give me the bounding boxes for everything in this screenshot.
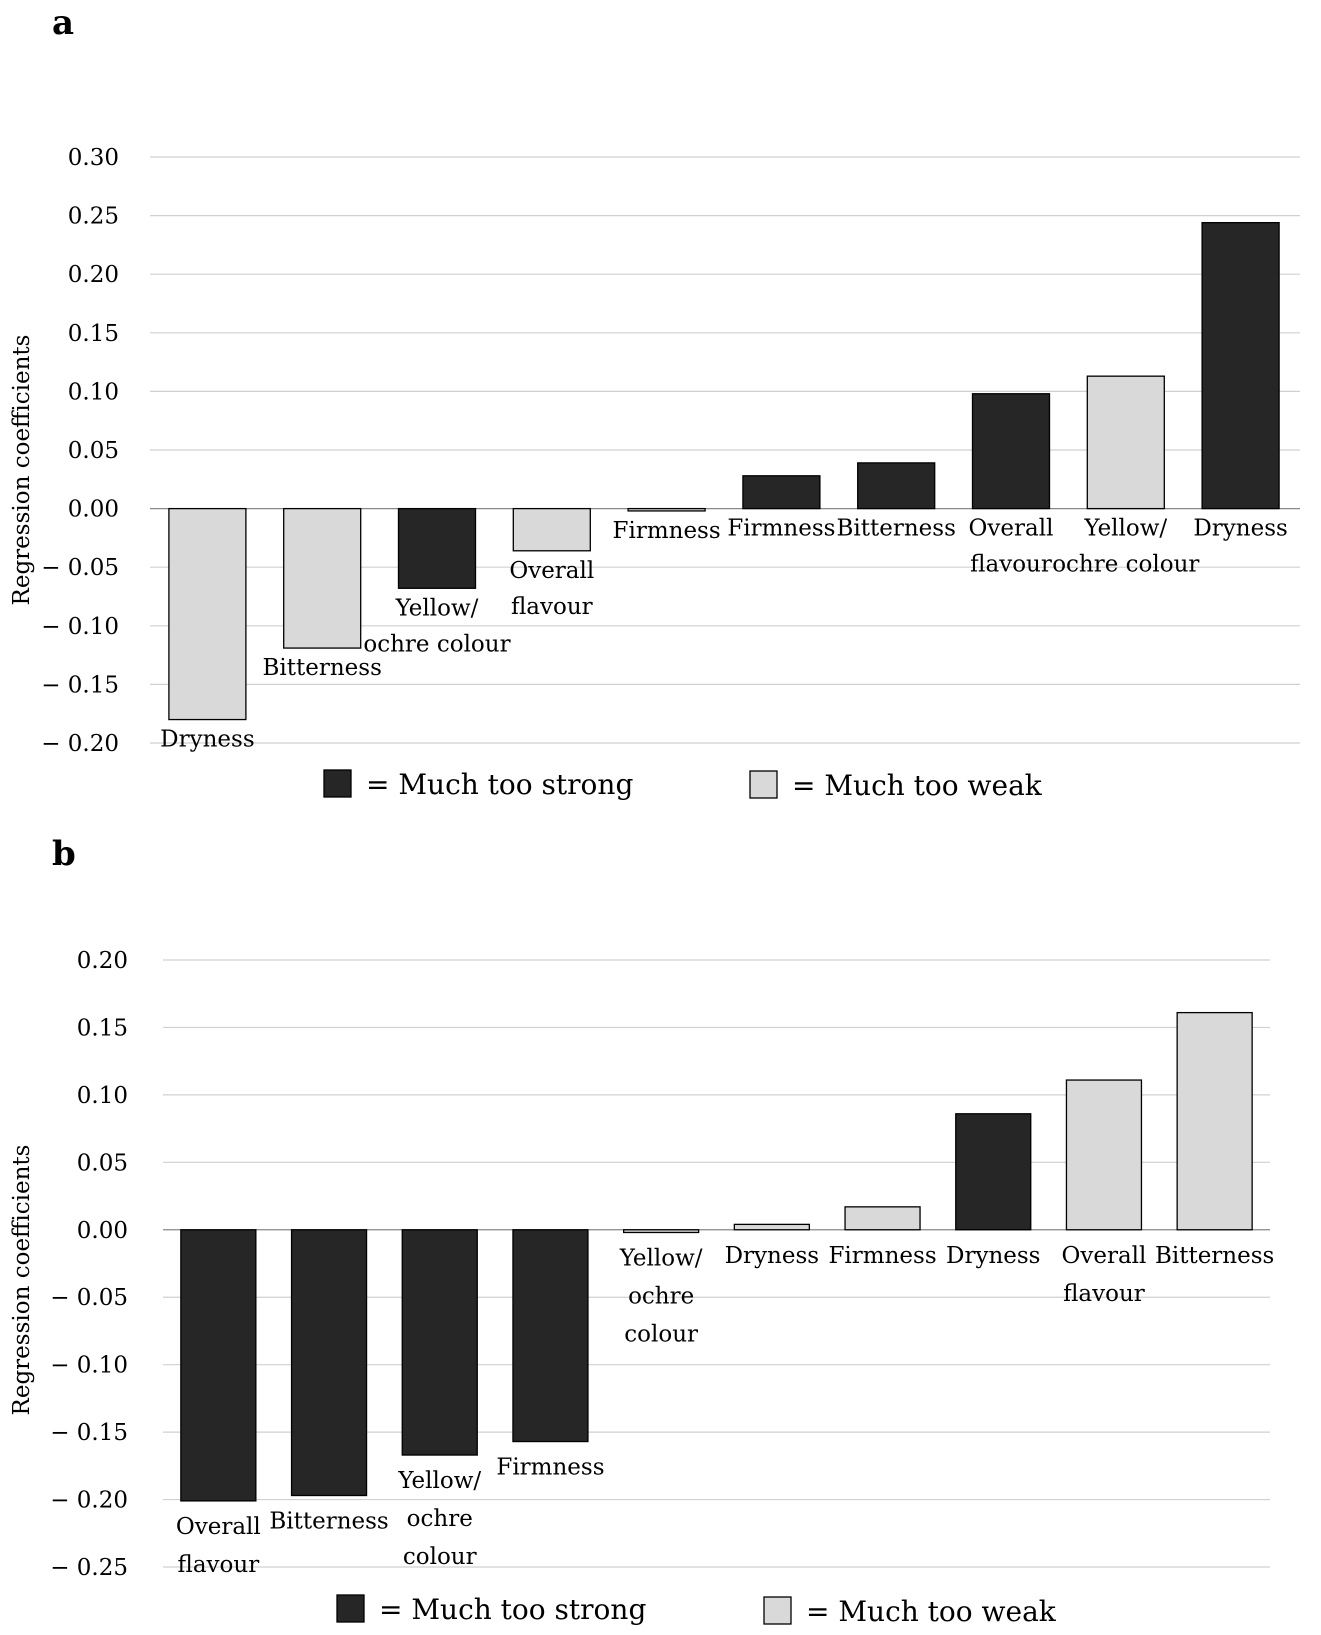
y-tick-label: 0.10 bbox=[68, 379, 119, 405]
y-tick-label: 0.20 bbox=[68, 262, 119, 288]
bar-category-label: ochre colour bbox=[1052, 552, 1199, 578]
bar-category-label: Bitterness bbox=[263, 655, 382, 681]
y-tick-label: − 0.05 bbox=[50, 1285, 128, 1311]
y-tick-label: 0.25 bbox=[68, 204, 119, 230]
legend: = Much too strong = Much too weak bbox=[323, 768, 1043, 802]
y-tick-label: − 0.10 bbox=[41, 614, 119, 640]
y-tick-label: − 0.20 bbox=[41, 731, 119, 757]
bar-weak bbox=[623, 1229, 700, 1234]
bar-strong bbox=[401, 1229, 478, 1456]
y-tick-label: 0.05 bbox=[77, 1150, 128, 1176]
y-tick-label: 0.00 bbox=[77, 1218, 128, 1244]
bar-weak bbox=[844, 1206, 921, 1231]
bar-category-label: Firmness bbox=[496, 1455, 604, 1481]
bar-strong bbox=[742, 475, 821, 510]
bar-category-label: Bitterness bbox=[837, 516, 956, 542]
y-tick-label: 0.00 bbox=[68, 497, 119, 523]
bar-weak bbox=[1065, 1079, 1143, 1231]
bar-category-label: Overall bbox=[176, 1514, 261, 1540]
bar-category-label: Firmness bbox=[828, 1243, 936, 1269]
bar-strong bbox=[955, 1113, 1032, 1231]
bar-strong bbox=[857, 462, 936, 510]
legend-swatch-weak bbox=[763, 1596, 792, 1625]
bar-category-label: Dryness bbox=[1193, 516, 1287, 542]
y-tick-label: − 0.15 bbox=[41, 672, 119, 698]
legend-label-weak: = Much too weak bbox=[806, 1595, 1057, 1628]
y-tick-label: 0.15 bbox=[77, 1015, 128, 1041]
bar-weak bbox=[512, 507, 591, 552]
bar-category-label: Dryness bbox=[946, 1243, 1040, 1269]
bar-category-label: Bitterness bbox=[1155, 1243, 1274, 1269]
y-tick-label: − 0.05 bbox=[41, 555, 119, 581]
bar-weak bbox=[168, 507, 247, 721]
panel-b-letter: b bbox=[52, 834, 76, 874]
legend: = Much too strong = Much too weak bbox=[336, 1593, 1057, 1628]
bar-category-label: Yellow/ bbox=[397, 1468, 481, 1494]
legend-label-weak: = Much too weak bbox=[792, 769, 1043, 802]
bar-strong bbox=[512, 1229, 589, 1443]
y-tick-label: − 0.25 bbox=[50, 1555, 128, 1581]
legend-swatch-strong bbox=[323, 769, 352, 798]
bar-category-label: Yellow/ bbox=[619, 1245, 703, 1271]
bar-category-label: flavour bbox=[511, 594, 593, 620]
bar-category-label: Overall bbox=[969, 516, 1054, 542]
y-tick-label: − 0.10 bbox=[50, 1353, 128, 1379]
bar-weak bbox=[733, 1223, 810, 1231]
bar-category-label: Overall bbox=[1062, 1243, 1147, 1269]
bar-weak bbox=[283, 507, 362, 649]
bar-category-label: Overall bbox=[509, 558, 594, 584]
bar-strong bbox=[180, 1229, 257, 1502]
bar-category-label: Bitterness bbox=[269, 1509, 388, 1535]
legend-label-strong: = Much too strong bbox=[379, 1593, 646, 1626]
legend-swatch-weak bbox=[749, 770, 778, 799]
y-tick-label: 0.20 bbox=[77, 948, 128, 974]
y-tick-label: − 0.15 bbox=[50, 1420, 128, 1446]
y-tick-label: 0.05 bbox=[68, 438, 119, 464]
bar-category-label: flavour bbox=[970, 552, 1052, 578]
bar-weak bbox=[1086, 375, 1165, 510]
bar-category-label: colour bbox=[403, 1544, 477, 1570]
bar-strong bbox=[1201, 221, 1280, 510]
y-tick-label: 0.30 bbox=[68, 145, 119, 171]
bar-category-label: ochre bbox=[407, 1506, 473, 1532]
bar-weak bbox=[627, 507, 706, 512]
bar-category-label: Yellow/ bbox=[1083, 516, 1167, 542]
bar-category-label: Firmness bbox=[727, 516, 835, 542]
bar-strong bbox=[290, 1229, 368, 1497]
bar-category-label: Yellow/ bbox=[395, 595, 479, 621]
y-tick-label: 0.15 bbox=[68, 321, 119, 347]
panel-a-letter: a bbox=[52, 3, 74, 43]
y-tick-label: 0.10 bbox=[77, 1083, 128, 1109]
bar-weak bbox=[1176, 1011, 1253, 1231]
y-tick-label: − 0.20 bbox=[50, 1488, 128, 1514]
legend-swatch-strong bbox=[336, 1594, 365, 1623]
bar-category-label: colour bbox=[624, 1321, 698, 1347]
legend-label-strong: = Much too strong bbox=[366, 768, 633, 801]
bar-category-label: flavour bbox=[1063, 1281, 1145, 1307]
y-axis-label: Regression coefficients bbox=[9, 1145, 35, 1416]
chart-panel-b: 0.20 0.15 0.10 0.05 0.00 − 0.05 − 0.10 − 0.15 − … bbox=[9, 948, 1274, 1628]
bar-category-label: flavour bbox=[177, 1552, 259, 1578]
bar-category-label: Dryness bbox=[160, 727, 254, 753]
y-axis-label: Regression coefficients bbox=[9, 335, 35, 606]
bar-category-label: ochre bbox=[628, 1283, 694, 1309]
bar-strong bbox=[971, 393, 1051, 510]
chart-panel-a: 0.30 0.25 0.20 0.15 0.10 0.05 0.00 − 0.05 − 0.10… bbox=[9, 145, 1300, 802]
bar-strong bbox=[397, 507, 477, 589]
bar-category-label: ochre colour bbox=[363, 631, 510, 657]
bar-category-label: Dryness bbox=[725, 1243, 819, 1269]
bar-category-label: Firmness bbox=[613, 518, 721, 544]
